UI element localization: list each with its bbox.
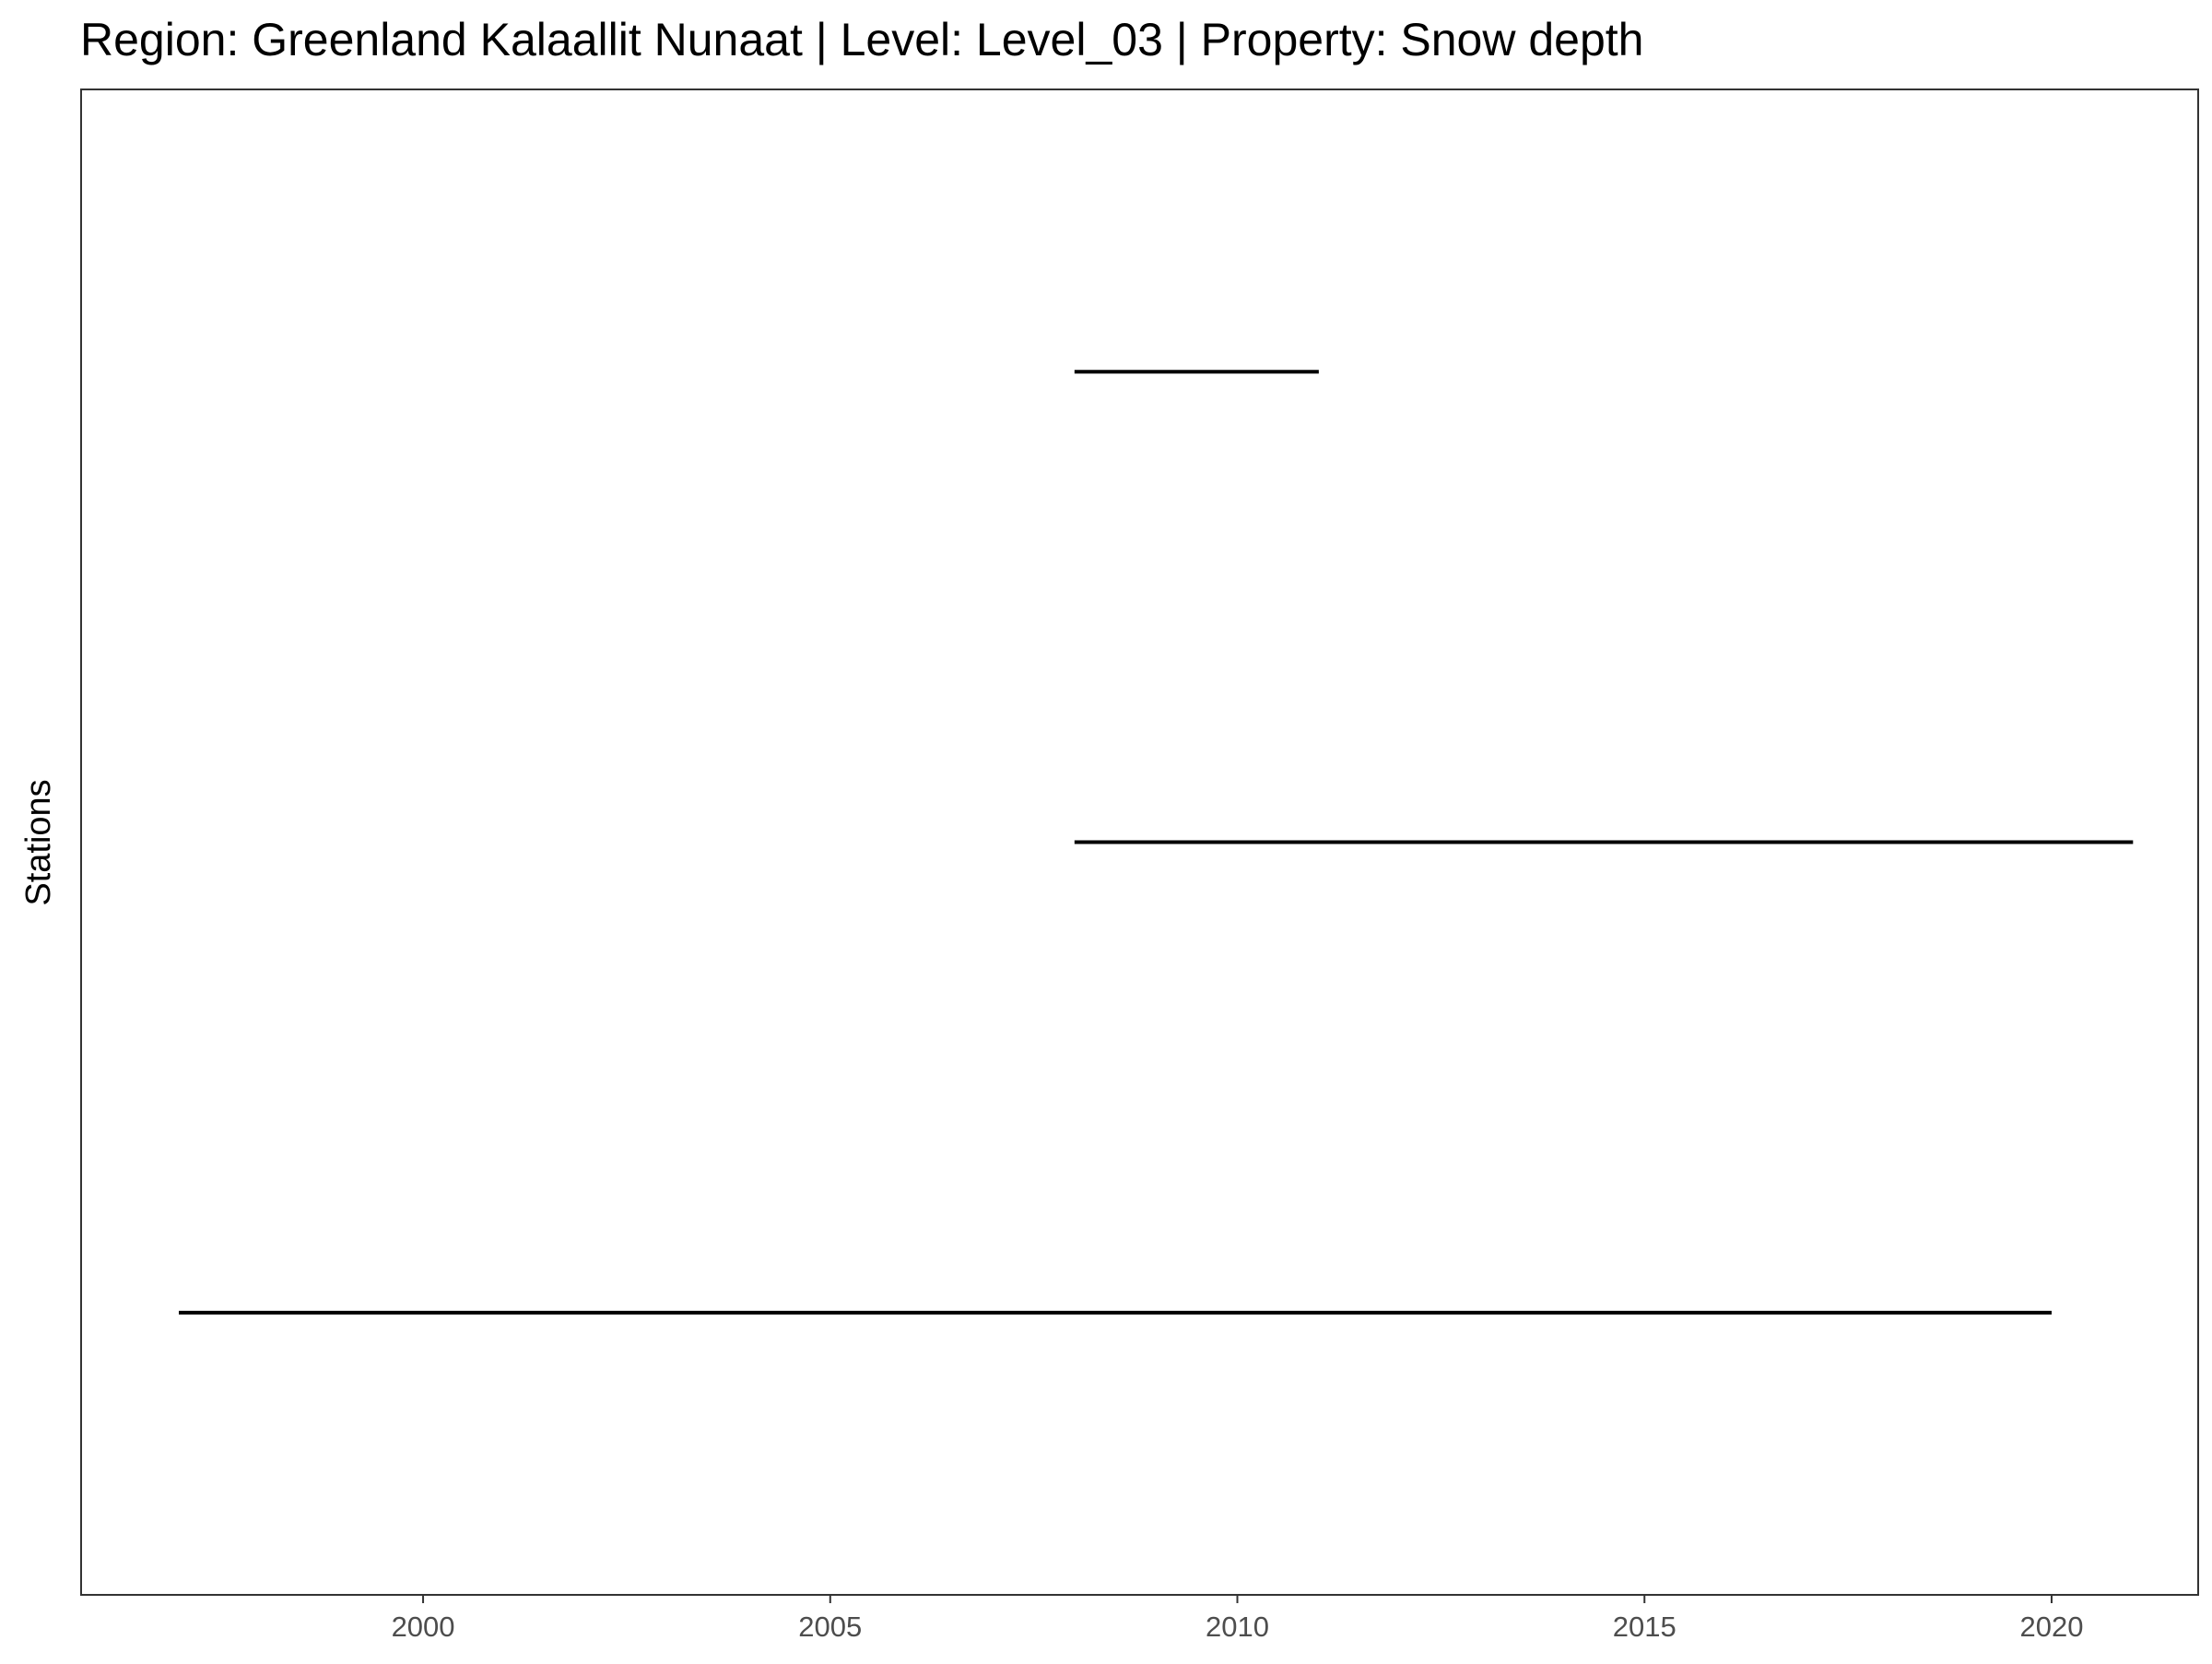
y-axis-title: Stations bbox=[19, 779, 58, 905]
x-tick-label: 2015 bbox=[1613, 1611, 1677, 1643]
series-layer bbox=[179, 370, 2134, 1315]
x-axis: 2000 2005 2010 2015 2020 bbox=[392, 1595, 2083, 1643]
x-tick-label: 2000 bbox=[392, 1611, 455, 1643]
x-tick-label: 2005 bbox=[798, 1611, 862, 1643]
x-tick-label: 2020 bbox=[2019, 1611, 2083, 1643]
chart-title: Region: Greenland Kalaallit Nunaat | Lev… bbox=[80, 14, 1643, 65]
x-tick-label: 2010 bbox=[1206, 1611, 1269, 1643]
plot-panel bbox=[80, 89, 2199, 1596]
